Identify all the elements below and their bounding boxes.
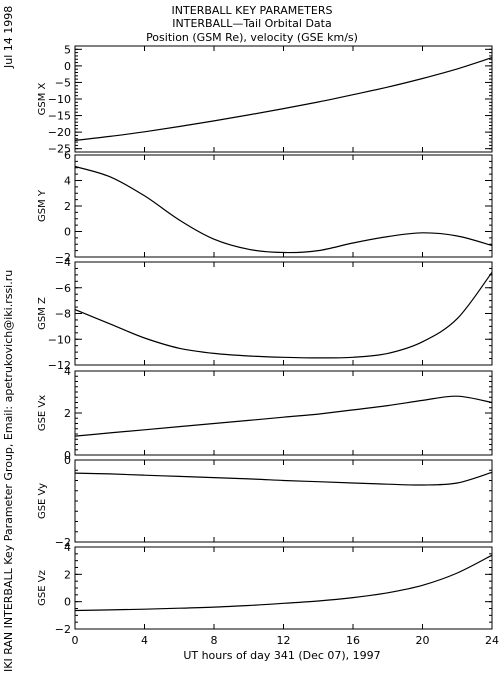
y-tick-label: −4 xyxy=(55,256,71,269)
x-tick-label: 8 xyxy=(211,634,218,647)
panel: 4 2 0 −2 GSE Vz xyxy=(37,541,493,636)
y-tick-label: 0 xyxy=(64,454,71,467)
panel: −4 −6 −8 −10 −12 GSM Z xyxy=(37,256,493,372)
y-tick-label: 2 xyxy=(64,407,71,420)
panel-frame xyxy=(74,546,493,630)
y-tick-label: 6 xyxy=(64,149,71,162)
x-tick-label: 12 xyxy=(277,634,291,647)
panel-frame xyxy=(74,154,493,258)
y-tick-label: 0 xyxy=(64,60,71,73)
side-date: Jul 14 1998 xyxy=(2,6,15,69)
series-line xyxy=(74,271,493,359)
side-credit: IKI RAN INTERBALL Key Parameter Group, E… xyxy=(2,270,15,672)
y-tick-label: 2 xyxy=(64,568,71,581)
y-tick-label: −10 xyxy=(48,93,71,106)
series-line xyxy=(74,395,493,437)
chart-title: INTERBALL KEY PARAMETERS xyxy=(172,4,333,17)
y-tick-label: −25 xyxy=(48,143,71,156)
x-axis: 0 4 8 12 16 20 24 xyxy=(72,634,500,647)
x-axis-label: UT hours of day 341 (Dec 07), 1997 xyxy=(183,649,380,662)
panel: 6 4 2 0 −2 GSM Y xyxy=(37,149,493,264)
y-tick-label: −2 xyxy=(55,251,71,264)
y-tick-label: 5 xyxy=(64,43,71,56)
y-tick-label: −12 xyxy=(48,359,71,372)
y-tick-label: −2 xyxy=(55,536,71,549)
y-axis-label: GSM Y xyxy=(37,189,48,222)
chart-caption: Position (GSM Re), velocity (GSE km/s) xyxy=(146,31,358,44)
x-tick-label: 16 xyxy=(346,634,360,647)
series-line xyxy=(74,471,493,486)
panel-frame xyxy=(74,459,493,543)
panel-frame xyxy=(74,45,493,153)
y-tick-label: 4 xyxy=(64,541,71,554)
x-tick-label: 20 xyxy=(416,634,430,647)
y-tick-label: 4 xyxy=(64,175,71,188)
x-tick-label: 24 xyxy=(485,634,499,647)
series-line xyxy=(74,57,493,141)
chart-subtitle: INTERBALL—Tail Orbital Data xyxy=(172,17,331,30)
y-tick-label: 0 xyxy=(64,596,71,609)
y-axis-label: GSE Vy xyxy=(37,483,48,519)
x-tick-label: 4 xyxy=(141,634,148,647)
y-tick-label: −15 xyxy=(48,110,71,123)
x-tick-label: 0 xyxy=(72,634,79,647)
y-tick-label: 4 xyxy=(64,365,71,378)
y-tick-label: 2 xyxy=(64,200,71,213)
panel: 0 −2 GSE Vy xyxy=(37,454,493,549)
y-tick-label: −6 xyxy=(55,282,71,295)
series-line xyxy=(74,165,493,254)
y-tick-label: −8 xyxy=(55,308,71,321)
panel: 4 2 0 GSE Vx xyxy=(37,365,493,462)
panel-frame xyxy=(74,370,493,456)
y-tick-label: −10 xyxy=(48,333,71,346)
y-axis-label: GSE Vz xyxy=(37,570,48,606)
series-line xyxy=(74,554,493,612)
y-tick-label: −5 xyxy=(55,76,71,89)
y-axis-label: GSM Z xyxy=(37,297,48,330)
panel: 5 0 −5 −10 −15 −20 −25 GSM X xyxy=(37,43,493,156)
y-tick-label: 0 xyxy=(64,449,71,462)
y-axis-label: GSM X xyxy=(37,82,48,115)
y-tick-label: −20 xyxy=(48,126,71,139)
y-axis-label: GSE Vx xyxy=(37,395,48,431)
y-tick-label: 0 xyxy=(64,226,71,239)
panel-frame xyxy=(74,261,493,366)
y-tick-label: −2 xyxy=(55,623,71,636)
